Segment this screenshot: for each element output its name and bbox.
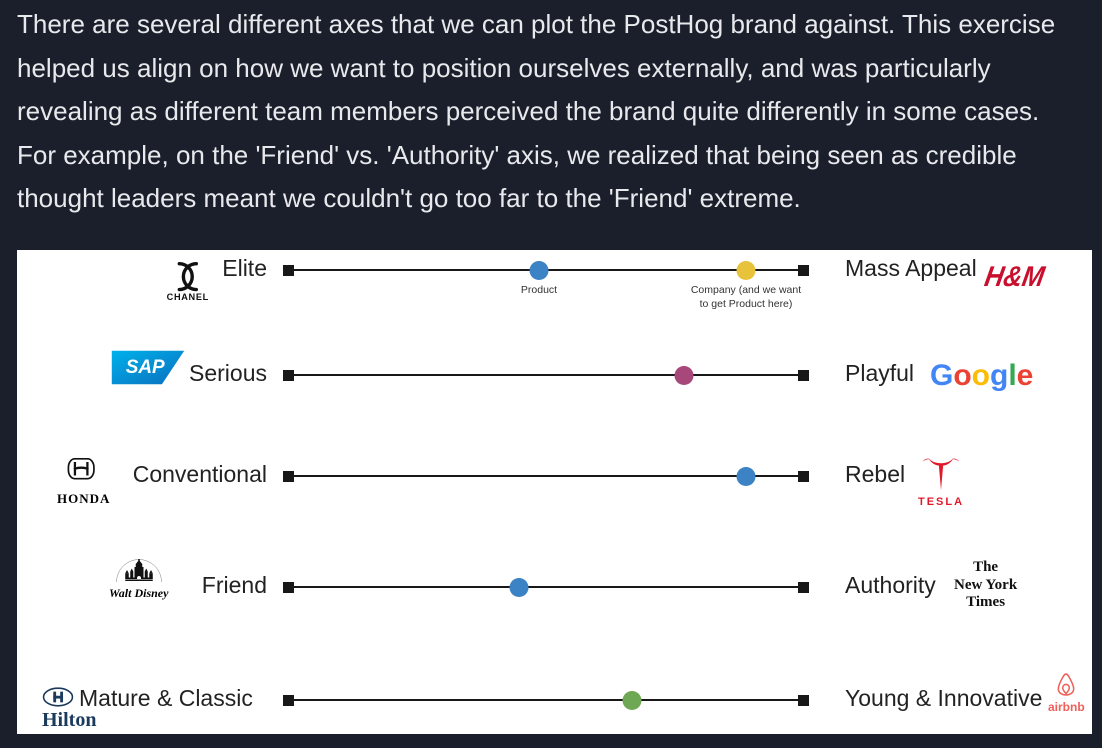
svg-text:SAP: SAP (126, 357, 165, 378)
svg-text:CHANEL: CHANEL (167, 292, 209, 302)
